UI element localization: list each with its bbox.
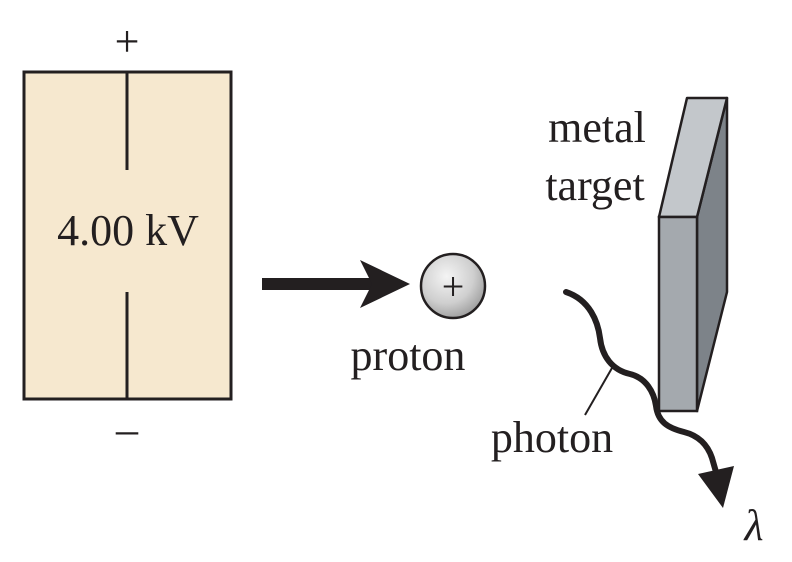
proton-charge-symbol: + [442, 264, 465, 309]
proton-label: proton [351, 331, 466, 380]
proton-ball [419, 252, 487, 320]
target-label-target: target [545, 161, 644, 210]
target-label-metal: metal [548, 103, 646, 152]
arrow-head [360, 260, 410, 308]
target-front-face [657, 215, 699, 413]
proton: + proton [351, 252, 487, 380]
negative-terminal-sign: – [115, 405, 139, 454]
photon-leader-line [584, 367, 613, 416]
voltage-label: 4.00 kV [57, 206, 199, 255]
photon: photon λ [491, 289, 764, 550]
voltage-supply: + 4.00 kV – [22, 17, 233, 454]
acceleration-arrow [262, 260, 410, 308]
photon-arrow-head [698, 466, 734, 508]
positive-terminal-sign: + [115, 17, 140, 66]
photon-wave [563, 289, 719, 475]
photon-label: photon [491, 413, 613, 462]
metal-target: metal target [545, 96, 729, 413]
wavelength-symbol: λ [742, 501, 763, 550]
